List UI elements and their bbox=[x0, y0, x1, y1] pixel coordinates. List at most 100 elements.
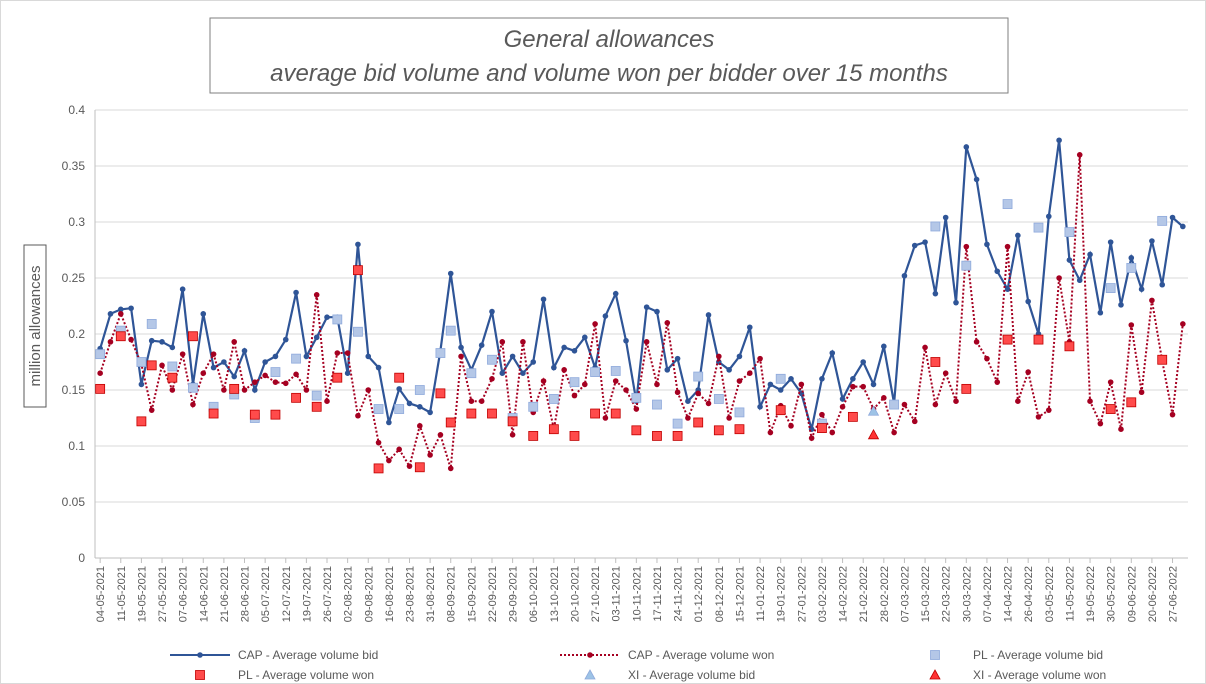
data-point bbox=[817, 423, 827, 433]
data-point bbox=[652, 399, 662, 410]
x-tick-label: 08-09-2021 bbox=[446, 566, 458, 622]
data-point bbox=[262, 359, 268, 365]
data-point bbox=[117, 306, 124, 313]
data-point bbox=[571, 348, 578, 354]
data-point bbox=[1015, 398, 1021, 405]
data-point bbox=[819, 411, 825, 418]
data-point bbox=[1105, 404, 1116, 414]
data-point bbox=[1157, 354, 1168, 365]
data-point bbox=[282, 336, 289, 343]
data-point bbox=[963, 243, 970, 250]
data-point bbox=[499, 339, 506, 345]
data-point bbox=[291, 353, 301, 364]
data-point bbox=[270, 409, 281, 420]
data-point bbox=[631, 392, 642, 403]
data-point bbox=[487, 354, 497, 365]
x-tick-label: 30-05-2022 bbox=[1106, 566, 1118, 622]
x-tick-label: 05-07-2021 bbox=[260, 566, 272, 622]
data-point bbox=[1126, 263, 1137, 273]
data-point bbox=[313, 334, 320, 341]
data-point bbox=[1064, 341, 1075, 352]
data-point bbox=[1107, 239, 1114, 245]
data-point bbox=[520, 339, 526, 345]
x-tick-label: 06-10-2021 bbox=[528, 566, 540, 622]
data-point bbox=[963, 144, 970, 150]
data-point bbox=[1180, 321, 1186, 327]
x-tick-label: 19-05-2021 bbox=[136, 566, 148, 622]
data-point bbox=[695, 390, 702, 397]
data-point bbox=[509, 432, 516, 438]
data-point bbox=[262, 372, 268, 379]
y-tick-label: 0.4 bbox=[68, 103, 85, 117]
data-point bbox=[610, 408, 621, 419]
x-tick-label: 15-03-2022 bbox=[920, 566, 932, 622]
data-point bbox=[592, 321, 598, 327]
data-point bbox=[167, 361, 178, 372]
x-tick-label: 13-10-2021 bbox=[549, 566, 561, 622]
data-point bbox=[303, 387, 310, 393]
data-point bbox=[499, 370, 506, 377]
title-box bbox=[209, 17, 1009, 94]
data-point bbox=[612, 290, 619, 297]
x-tick-label: 16-08-2021 bbox=[384, 566, 396, 622]
data-point bbox=[901, 272, 908, 279]
x-tick-label: 20-06-2022 bbox=[1147, 566, 1159, 622]
data-point bbox=[602, 415, 609, 421]
x-tick-label: 21-02-2022 bbox=[858, 566, 870, 622]
data-point bbox=[561, 344, 567, 351]
data-point bbox=[208, 408, 219, 419]
x-tick-label: 11-01-2022 bbox=[755, 566, 767, 621]
data-point bbox=[1097, 309, 1104, 316]
data-point bbox=[332, 314, 343, 325]
data-point bbox=[324, 398, 330, 405]
data-point bbox=[548, 394, 559, 404]
data-point bbox=[427, 452, 433, 458]
data-point bbox=[850, 376, 856, 382]
data-point bbox=[437, 432, 444, 438]
data-point bbox=[654, 308, 660, 315]
data-point bbox=[633, 406, 640, 412]
x-tick-label: 09-08-2021 bbox=[363, 566, 375, 622]
data-point bbox=[188, 382, 198, 393]
x-tick-label: 22-09-2021 bbox=[487, 566, 499, 622]
data-point bbox=[1169, 214, 1176, 221]
data-point bbox=[468, 398, 475, 405]
data-point bbox=[1033, 334, 1044, 345]
data-point bbox=[447, 270, 454, 277]
data-point bbox=[581, 381, 588, 388]
data-point bbox=[417, 404, 423, 410]
data-point bbox=[95, 349, 106, 360]
x-tick-label: 15-09-2021 bbox=[466, 566, 478, 622]
x-tick-label: 15-12-2021 bbox=[734, 566, 746, 622]
legend-label: XI - Average volume won bbox=[973, 668, 1106, 682]
chart-subtitle: average bid volume and volume won per bi… bbox=[270, 60, 948, 87]
data-point bbox=[507, 416, 518, 427]
x-tick-label: 07-03-2022 bbox=[899, 566, 911, 622]
x-tick-label: 28-06-2021 bbox=[240, 566, 252, 622]
data-point bbox=[406, 463, 413, 469]
data-point bbox=[128, 305, 134, 312]
data-point bbox=[870, 381, 877, 388]
x-tick-label: 11-05-2022 bbox=[1064, 566, 1076, 621]
data-point bbox=[1138, 389, 1145, 396]
legend-label: CAP - Average volume won bbox=[628, 648, 774, 662]
data-point bbox=[767, 381, 774, 388]
data-point bbox=[417, 423, 423, 429]
data-point bbox=[775, 405, 786, 416]
data-point bbox=[777, 387, 784, 393]
data-point bbox=[973, 339, 980, 345]
x-tick-label: 07-06-2021 bbox=[178, 566, 190, 622]
data-point bbox=[860, 359, 866, 365]
x-tick-label: 20-10-2021 bbox=[569, 566, 581, 622]
data-point bbox=[930, 221, 941, 232]
data-point bbox=[1045, 213, 1052, 220]
data-point bbox=[272, 353, 279, 360]
data-point bbox=[961, 260, 972, 271]
data-point bbox=[1169, 411, 1176, 418]
data-point bbox=[311, 401, 322, 412]
y-tick-label: 0.35 bbox=[62, 159, 86, 173]
data-point bbox=[829, 429, 836, 436]
data-point bbox=[293, 371, 299, 378]
data-point bbox=[136, 357, 147, 367]
